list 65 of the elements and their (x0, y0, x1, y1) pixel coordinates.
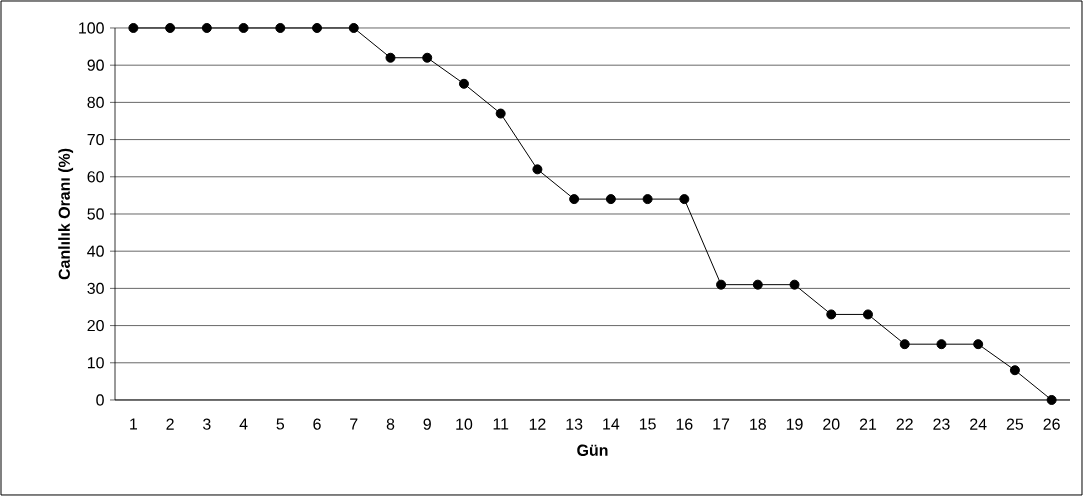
x-tick-label: 12 (529, 418, 546, 430)
x-tick-label: 3 (203, 418, 211, 430)
y-tick-label: 50 (87, 208, 104, 220)
x-tick-label: 16 (676, 418, 693, 430)
x-tick-label: 11 (493, 418, 509, 430)
point (201, 22, 212, 33)
point (605, 194, 616, 205)
point (458, 78, 469, 89)
x-tick-label: 9 (423, 418, 431, 430)
x-tick-label: 25 (1006, 418, 1024, 430)
x-tick-label: 4 (239, 418, 248, 430)
y-tick-label: 0 (96, 394, 104, 406)
point (495, 108, 506, 119)
y-tick-label: 80 (87, 96, 104, 109)
y-tick-label: 90 (87, 59, 104, 71)
x-tick-label: 13 (566, 418, 583, 430)
point (312, 22, 323, 33)
point (385, 52, 396, 63)
point (1009, 365, 1020, 376)
point (862, 309, 873, 320)
point (348, 22, 359, 33)
x-tick-label: 15 (639, 418, 656, 430)
x-tick-label: 14 (603, 418, 620, 430)
y-tick-label: 100 (79, 22, 104, 34)
x-axis-title: Gün (577, 444, 608, 456)
y-tick-label: 30 (87, 282, 104, 295)
point (569, 194, 580, 205)
point (752, 279, 763, 290)
point (642, 194, 653, 205)
point (789, 279, 800, 290)
x-tick-label: 26 (1043, 418, 1060, 430)
point (826, 309, 837, 320)
x-tick-label: 24 (970, 418, 987, 430)
point (936, 339, 947, 350)
x-tick-label: 21 (859, 418, 877, 430)
x-tick-label: 19 (786, 418, 803, 430)
y-tick-label: 10 (87, 357, 104, 369)
point (128, 22, 139, 33)
x-tick-label: 1 (130, 418, 138, 430)
x-tick-label: 6 (313, 418, 321, 430)
x-tick-label: 8 (386, 418, 395, 430)
point (1046, 394, 1057, 405)
y-axis-title: Canlılık Oranı (%) (58, 148, 74, 280)
x-tick-label: 23 (933, 418, 950, 430)
point (973, 339, 984, 350)
point (422, 52, 433, 63)
x-tick-label: 10 (456, 418, 473, 430)
point (165, 22, 176, 33)
x-tick-label: 17 (713, 418, 730, 430)
x-tick-label: 5 (276, 418, 285, 430)
point (532, 164, 543, 175)
x-tick-label: 20 (823, 418, 840, 430)
point (238, 22, 249, 33)
y-tick-label: 40 (87, 245, 104, 257)
x-tick-label: 2 (166, 418, 174, 430)
x-tick-label: 18 (750, 418, 766, 430)
x-tick-label: 7 (350, 418, 358, 430)
y-tick-label: 70 (87, 133, 104, 146)
point (275, 22, 286, 33)
point (899, 339, 910, 350)
y-tick-label: 20 (87, 319, 104, 332)
y-tick-label: 60 (87, 171, 104, 183)
x-tick-label: 22 (896, 418, 913, 430)
point (679, 194, 690, 205)
point (716, 279, 727, 290)
